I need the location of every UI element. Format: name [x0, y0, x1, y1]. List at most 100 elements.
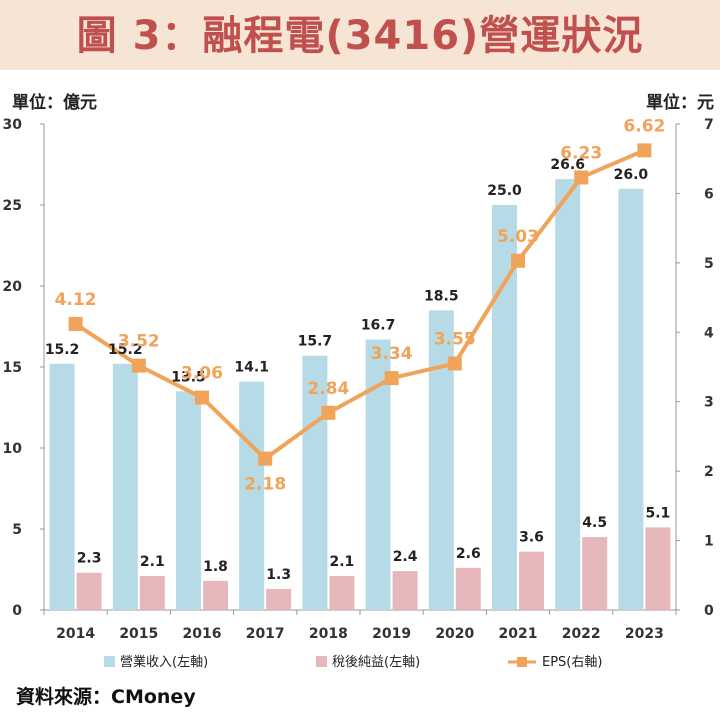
- x-tick-label: 2023: [625, 626, 664, 642]
- revenue-value-label: 16.7: [361, 317, 396, 333]
- revenue-bar: [239, 381, 265, 610]
- x-tick-label: 2018: [309, 626, 348, 642]
- net-income-bar: [582, 537, 608, 610]
- net-income-value-label: 2.4: [393, 549, 418, 565]
- net-income-bar: [329, 575, 355, 610]
- net-income-bar: [76, 572, 102, 610]
- axes: 0 5 10 15 20 25 30 0 1 2 3 4 5 6 7 2014 2015 2016 2017 2018…: [3, 117, 714, 642]
- legend-net-income: 稅後純益(左軸): [316, 655, 420, 670]
- eps-value-label: 2.84: [307, 379, 349, 399]
- net-income-bar: [519, 551, 544, 610]
- left-axis-unit: 單位：億元: [12, 93, 97, 113]
- net-income-value-label: 2.1: [329, 554, 354, 570]
- revenue-value-label: 15.2: [45, 342, 80, 358]
- source-note: 資料來源：CMoney: [16, 686, 196, 708]
- eps-point: [68, 316, 83, 331]
- revenue-bar: [555, 179, 581, 610]
- net-income-bar: [139, 575, 165, 610]
- eps-point: [447, 356, 462, 371]
- legend-revenue: 營業收入(左軸): [104, 654, 208, 670]
- eps-point: [321, 405, 336, 420]
- x-tick-label: 2019: [372, 626, 411, 642]
- revenue-value-label: 15.2: [108, 342, 143, 358]
- x-tick-label: 2021: [499, 626, 538, 642]
- x-tick-label: 2014: [56, 626, 95, 642]
- legend-marker: [517, 657, 527, 667]
- eps-value-label: 5.03: [497, 227, 539, 247]
- eps-point: [384, 371, 399, 386]
- net-income-bar: [203, 580, 228, 610]
- net-income-value-label: 5.1: [645, 505, 670, 521]
- net-income-value-label: 2.3: [77, 551, 102, 567]
- revenue-bar: [428, 310, 454, 610]
- x-tick-label: 2022: [562, 626, 601, 642]
- right-tick-label: 1: [704, 534, 714, 550]
- net-income-value-label: 1.8: [203, 559, 228, 575]
- eps-point: [131, 358, 146, 373]
- bars: [49, 179, 671, 611]
- x-tick-label: 2016: [183, 626, 222, 642]
- legend-label: 營業收入(左軸): [120, 654, 208, 670]
- net-income-value-label: 2.1: [140, 554, 165, 570]
- eps-value-label: 3.06: [181, 364, 223, 384]
- legend-swatch: [104, 656, 115, 667]
- title-banner: [0, 0, 720, 70]
- revenue-value-label: 18.5: [424, 288, 459, 304]
- chart-title: 圖 3：融程電(3416)營運狀況: [76, 13, 644, 59]
- revenue-bar: [176, 391, 201, 610]
- eps-series-line: [74, 148, 646, 461]
- net-income-value-label: 3.6: [519, 530, 544, 546]
- legend-eps: EPS(右軸): [508, 655, 602, 670]
- right-axis-unit: 單位：元: [646, 93, 714, 113]
- net-income-bar: [392, 571, 418, 610]
- left-tick-label: 5: [12, 522, 22, 538]
- revenue-value-label: 25.0: [487, 183, 522, 199]
- x-tick-label: 2015: [119, 626, 158, 642]
- left-tick-label: 0: [12, 603, 22, 619]
- eps-point: [258, 451, 273, 466]
- right-tick-label: 3: [704, 395, 714, 411]
- left-tick-label: 10: [3, 441, 23, 457]
- eps-point: [511, 253, 525, 268]
- x-tick-label: 2017: [246, 626, 285, 642]
- eps-point: [637, 143, 652, 158]
- eps-value-label: 3.34: [371, 344, 413, 364]
- left-tick-label: 30: [3, 117, 23, 133]
- right-tick-label: 6: [704, 186, 714, 202]
- legend-label: EPS(右軸): [542, 655, 602, 670]
- net-income-value-label: 2.6: [456, 546, 481, 562]
- x-tick-label: 2020: [435, 626, 474, 642]
- revenue-value-label: 26.0: [614, 167, 649, 183]
- right-tick-label: 4: [704, 325, 714, 341]
- eps-value-label: 6.62: [623, 116, 665, 136]
- eps-value-label: 6.23: [560, 143, 602, 163]
- eps-value-label: 3.55: [434, 330, 476, 350]
- left-tick-label: 25: [3, 198, 22, 214]
- legend-label: 稅後純益(左軸): [332, 655, 420, 670]
- left-tick-label: 20: [3, 279, 23, 295]
- eps-point: [574, 170, 589, 185]
- revenue-value-label: 14.1: [234, 360, 269, 376]
- right-tick-label: 5: [704, 256, 714, 272]
- eps-value-label: 2.18: [244, 475, 286, 495]
- revenue-value-label: 13.5: [171, 369, 206, 385]
- revenue-bar: [618, 188, 644, 611]
- revenue-value-label: 15.7: [298, 334, 333, 350]
- revenue-bar: [112, 363, 138, 610]
- revenue-bar: [302, 355, 328, 610]
- eps-point: [195, 390, 209, 405]
- net-income-value-label: 1.3: [266, 567, 291, 583]
- net-income-bar: [455, 567, 481, 610]
- net-income-bar: [266, 588, 292, 610]
- legend: 營業收入(左軸) 稅後純益(左軸) EPS(右軸): [104, 654, 602, 670]
- revenue-bar: [49, 363, 75, 610]
- net-income-bar: [645, 527, 671, 610]
- eps-line: [68, 143, 652, 466]
- net-income-value-label: 4.5: [582, 515, 607, 531]
- right-tick-label: 2: [704, 464, 714, 480]
- eps-value-label: 3.52: [118, 332, 160, 352]
- left-tick-label: 15: [3, 360, 22, 376]
- eps-value-label: 4.12: [55, 290, 97, 310]
- revenue-value-label: 26.6: [550, 157, 585, 173]
